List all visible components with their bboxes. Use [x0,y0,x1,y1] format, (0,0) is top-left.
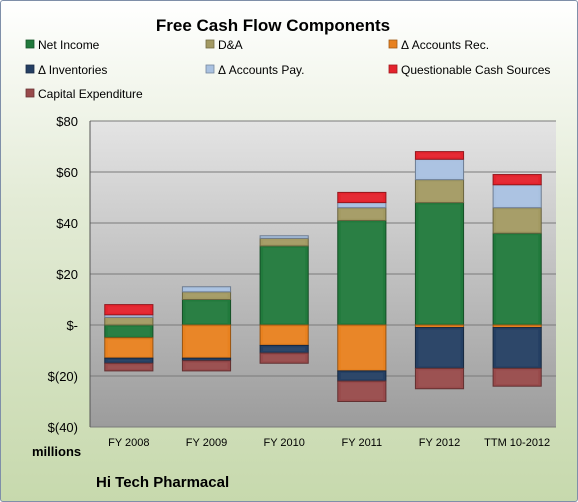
bar-segment-highlight [263,327,306,344]
bar-segment-highlight [263,240,306,244]
bar-segment-highlight [340,222,383,323]
bar-segment-highlight [107,360,150,362]
chart-title: Free Cash Flow Components [156,16,390,35]
bar-segment-highlight [263,247,306,323]
bar-segment-highlight [185,288,228,290]
legend-label: D&A [218,38,243,52]
bar-segment [259,352,309,364]
bar-segment [492,327,542,369]
bar-segment-highlight [418,204,461,323]
bar-segment [259,235,309,239]
bar-segment-highlight [418,329,461,367]
bar-segment [337,191,387,204]
bar-segment-highlight [107,306,150,313]
legend-swatch [388,64,398,74]
y-tick-label: $(20) [48,369,78,384]
y-tick-label: $20 [56,267,78,282]
bar-segment-highlight [340,204,383,206]
bar-segment-highlight [107,365,150,369]
bar-segment [492,367,542,387]
y-tick-label: $(40) [48,420,78,435]
bar-segment-highlight [418,181,461,201]
bar-segment-highlight [340,372,383,380]
bar-segment-highlight [496,235,539,323]
y-tick-label: $- [66,318,78,333]
legend-swatch [25,39,35,49]
bar-segment-highlight [340,194,383,201]
bar-segment-highlight [496,370,539,385]
bar-segment [104,362,154,372]
bar-segment-highlight [418,161,461,178]
bar-segment-highlight [340,209,383,219]
bar-segment [337,219,387,326]
unit-label: millions [32,444,81,459]
bar-segment-highlight [185,293,228,298]
x-tick-label: FY 2012 [419,437,460,449]
bar-segment-highlight [340,327,383,369]
bar-segment [181,360,232,372]
bar-segment [492,207,542,234]
x-tick-label: FY 2010 [263,437,304,449]
legend-label: Δ Inventories [38,63,107,77]
bar-segment-highlight [185,327,228,357]
bar-segment [181,286,232,293]
bar-segment-highlight [107,319,150,323]
bar-segment [414,327,465,369]
bar-segment-highlight [340,383,383,400]
bar-segment [492,174,542,186]
bar-segment [492,232,542,326]
bar-segment-highlight [496,209,539,232]
bar-segment-highlight [418,370,461,387]
bar-segment [259,245,309,326]
x-tick-label: FY 2011 [342,437,383,449]
legend-label: Capital Expenditure [38,87,143,101]
bar-segment-highlight [418,153,461,158]
bar-segment [414,151,465,160]
legend-swatch [25,64,35,74]
y-tick-label: $40 [56,216,78,231]
legend-label: Δ Accounts Rec. [401,38,489,52]
bar-segment [337,324,387,372]
bar-segment-highlight [107,339,150,357]
legend-label: Net Income [38,38,100,52]
bar-segment-highlight [185,362,228,369]
bar-segment-highlight [107,327,150,336]
bar-segment-highlight [263,347,306,352]
bar-segment [414,202,465,326]
y-tick-label: $60 [56,165,78,180]
y-tick-label: $80 [56,114,78,129]
bar-segment-highlight [496,186,539,206]
bar-segment [181,324,232,359]
legend-swatch [388,39,398,49]
legend-swatch [205,39,215,49]
company-name: Hi Tech Pharmacal [96,474,229,491]
bar-segment [337,380,387,403]
legend-swatch [25,88,35,98]
bar-segment-highlight [185,301,228,323]
bar-segment-highlight [496,329,539,367]
bar-segment-highlight [263,355,306,362]
legend-label: Questionable Cash Sources [401,63,550,77]
x-tick-label: FY 2009 [186,437,227,449]
legend-swatch [205,64,215,74]
x-tick-label: FY 2008 [108,437,149,449]
bar-segment-highlight [496,176,539,183]
x-tick-label: TTM 10-2012 [484,437,550,449]
bar-segment [104,304,154,316]
legend-label: Δ Accounts Pay. [218,63,305,77]
bar-segment [414,367,465,390]
